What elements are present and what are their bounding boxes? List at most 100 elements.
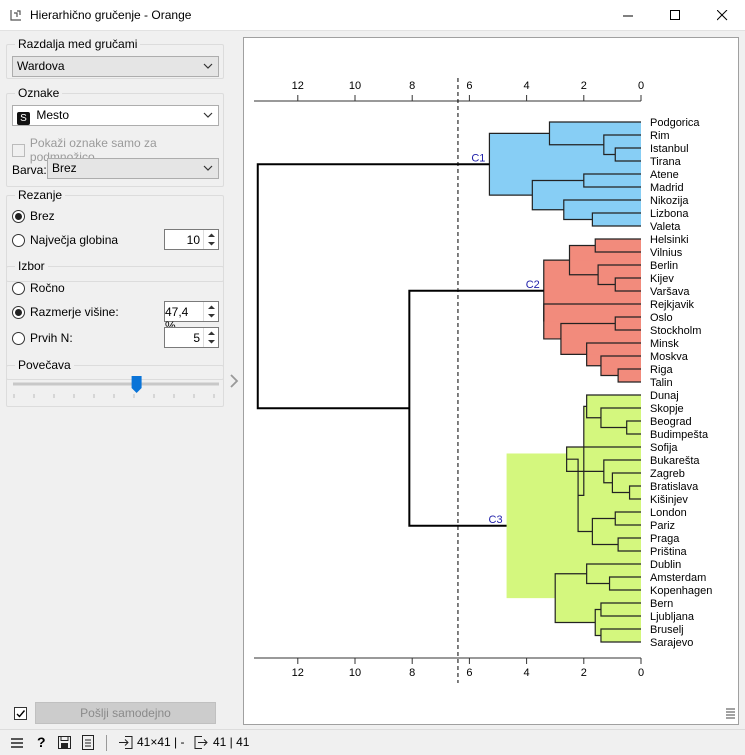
leaf-label[interactable]: Rejkjavik xyxy=(650,299,695,311)
leaf-label[interactable]: Bern xyxy=(650,598,673,610)
dendrogram-branch[interactable] xyxy=(578,405,587,496)
dendrogram-branch[interactable] xyxy=(543,259,570,322)
color-select-value: Brez xyxy=(52,161,77,175)
spin-arrows-icon[interactable] xyxy=(203,302,218,321)
axis-tick-label: 6 xyxy=(466,80,472,92)
dendrogram-branch[interactable] xyxy=(554,573,596,624)
max-depth-value: 10 xyxy=(186,233,200,247)
resize-grip-icon[interactable] xyxy=(726,706,736,720)
leaf-label[interactable]: Bukarešta xyxy=(650,455,700,467)
linkage-select[interactable]: Wardova xyxy=(12,56,219,77)
dendrogram-branch[interactable] xyxy=(543,303,641,340)
leaf-label[interactable]: Berlin xyxy=(650,260,678,272)
leaf-label[interactable]: Lizbona xyxy=(650,208,689,220)
max-depth-spinbox[interactable]: 10 xyxy=(164,229,219,250)
radio-checked-icon xyxy=(12,305,25,319)
leaf-label[interactable]: Dunaj xyxy=(650,390,679,402)
status-divider xyxy=(106,735,107,751)
selection-height-ratio-radio[interactable]: Razmerje višine: xyxy=(12,304,119,320)
leaf-label[interactable]: Bratislava xyxy=(650,481,699,493)
height-ratio-value: 47,4 % xyxy=(165,305,189,333)
leaf-label[interactable]: Ljubljana xyxy=(650,611,695,623)
leaf-label[interactable]: Tirana xyxy=(650,156,682,168)
selection-manual-radio[interactable]: Ročno xyxy=(12,280,65,296)
leaf-label[interactable]: Dublin xyxy=(650,559,681,571)
report-icon[interactable] xyxy=(82,735,94,750)
axis-tick-label: 4 xyxy=(524,80,530,92)
leaf-label[interactable]: Podgorica xyxy=(650,117,700,129)
leaf-label[interactable]: Nikozija xyxy=(650,195,689,207)
commit-button[interactable]: Pošlji samodejno xyxy=(35,702,216,724)
close-button[interactable] xyxy=(699,0,745,30)
annotation-group: Oznake S Mesto Pokaži oznake samo za pod… xyxy=(6,86,224,187)
zoom-slider[interactable] xyxy=(7,374,225,404)
leaf-label[interactable]: Moskva xyxy=(650,351,689,363)
dendrogram-branch[interactable] xyxy=(611,472,641,494)
leaf-label[interactable]: Zagreb xyxy=(650,468,685,480)
pruning-depth-radio[interactable]: Največja globina xyxy=(12,232,118,248)
leaf-label[interactable]: Rim xyxy=(650,130,670,142)
chevron-right-icon[interactable] xyxy=(229,374,239,388)
maximize-button[interactable] xyxy=(652,0,698,30)
check-icon xyxy=(16,710,26,718)
leaf-label[interactable]: Kijev xyxy=(650,273,674,285)
leaf-label[interactable]: Budimpešta xyxy=(650,429,709,441)
leaf-label[interactable]: London xyxy=(650,507,687,519)
leaf-label[interactable]: Priština xyxy=(650,546,688,558)
minimize-button[interactable] xyxy=(605,0,651,30)
leaf-label[interactable]: Oslo xyxy=(650,312,673,324)
auto-commit-checkbox[interactable] xyxy=(14,707,27,720)
leaf-label[interactable]: Valeta xyxy=(650,221,681,233)
help-icon[interactable]: ? xyxy=(37,734,46,750)
leaf-label[interactable]: Istanbul xyxy=(650,143,689,155)
spin-arrows-icon[interactable] xyxy=(203,230,218,249)
dendrogram-branch[interactable] xyxy=(600,407,641,429)
pruning-depth-label: Največja globina xyxy=(30,233,119,247)
close-icon xyxy=(716,9,727,20)
leaf-label[interactable]: Skopje xyxy=(650,403,684,415)
leaf-label[interactable]: Pariz xyxy=(650,520,675,532)
linkage-group-title: Razdalja med gručami xyxy=(15,37,141,51)
spin-arrows-icon[interactable] xyxy=(203,328,218,347)
leaf-label[interactable]: Stockholm xyxy=(650,325,701,337)
zoom-group-title: Povečava xyxy=(15,358,74,372)
dendrogram-branch[interactable] xyxy=(256,163,490,410)
selection-manual-label: Ročno xyxy=(30,281,65,295)
leaf-label[interactable]: Helsinki xyxy=(650,234,689,246)
leaf-label[interactable]: Kišinjev xyxy=(650,494,688,506)
save-icon[interactable] xyxy=(58,736,71,749)
dendrogram-branch[interactable] xyxy=(600,602,641,617)
dendrogram-branch[interactable] xyxy=(600,355,641,377)
height-ratio-spinbox[interactable]: 47,4 % xyxy=(164,301,219,333)
leaf-label[interactable]: Sofija xyxy=(650,442,678,454)
dendrogram-area[interactable]: 12 10 8 6 4 2 0 12 10 8 6 4 2 0 C1 C2 C3 Podgorica Rim Ista… xyxy=(243,37,739,725)
top-n-spinbox[interactable]: 5 xyxy=(164,327,219,348)
pruning-none-radio[interactable]: Brez xyxy=(12,208,55,224)
axis-tick-label: 12 xyxy=(292,80,304,92)
annotation-select[interactable]: S Mesto xyxy=(12,105,219,126)
leaf-label[interactable]: Bruselj xyxy=(650,624,684,636)
leaf-label[interactable]: Sarajevo xyxy=(650,637,693,649)
leaf-label[interactable]: Talin xyxy=(650,377,673,389)
leaf-label[interactable]: Madrid xyxy=(650,182,684,194)
string-variable-badge: S xyxy=(17,112,30,125)
leaf-label[interactable]: Kopenhagen xyxy=(650,585,712,597)
leaf-label[interactable]: Varšava xyxy=(650,286,690,298)
leaf-label[interactable]: Praga xyxy=(650,533,680,545)
window-title: Hierarhično gručenje - Orange xyxy=(30,8,192,22)
leaf-label[interactable]: Riga xyxy=(650,364,674,376)
selection-top-n-radio[interactable]: Prvih N: xyxy=(12,330,73,346)
dendrogram-branch[interactable] xyxy=(563,199,641,221)
dendrogram-branch[interactable] xyxy=(488,132,550,196)
leaf-label[interactable]: Amsterdam xyxy=(650,572,706,584)
slider-handle[interactable] xyxy=(131,376,142,393)
selection-group-title: Izbor xyxy=(15,259,48,273)
dendrogram-branch[interactable] xyxy=(600,628,641,643)
color-select[interactable]: Brez xyxy=(47,158,219,179)
dendrogram-chart[interactable]: 12 10 8 6 4 2 0 12 10 8 6 4 2 0 C1 C2 C3 PodgoricaRimIsta… xyxy=(244,38,738,724)
leaf-label[interactable]: Vilnius xyxy=(650,247,683,259)
leaf-label[interactable]: Beograd xyxy=(650,416,692,428)
leaf-label[interactable]: Atene xyxy=(650,169,679,181)
menu-icon[interactable] xyxy=(11,738,24,749)
leaf-label[interactable]: Minsk xyxy=(650,338,679,350)
